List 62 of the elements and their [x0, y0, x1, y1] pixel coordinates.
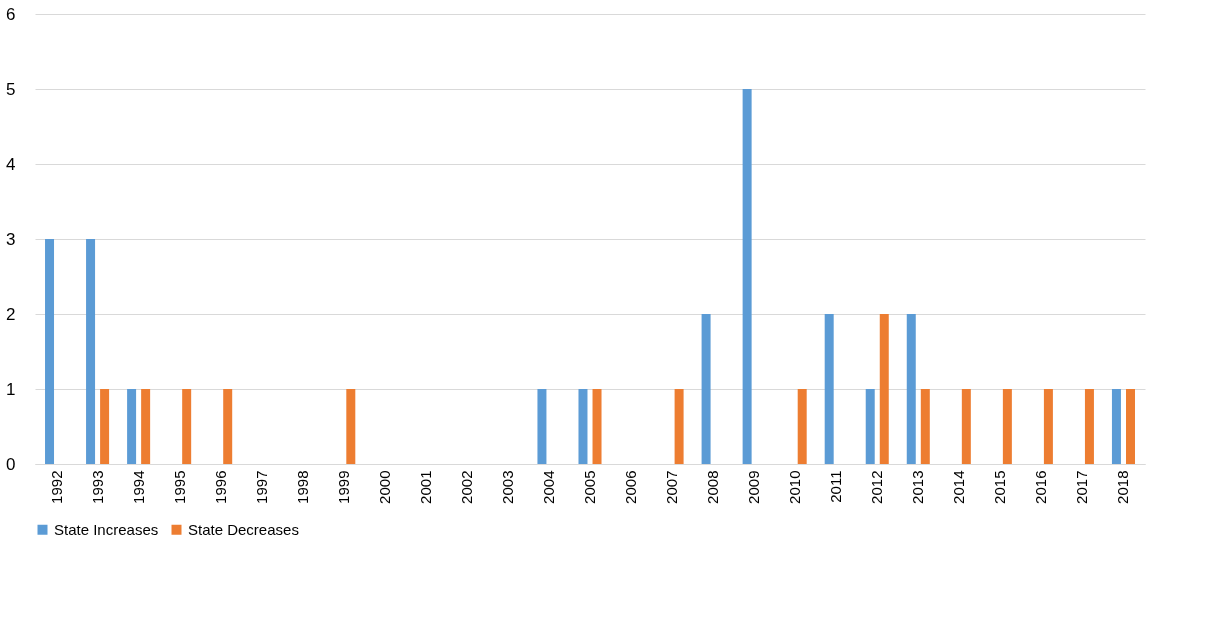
- bar: [1111, 389, 1121, 464]
- bar: [578, 389, 588, 464]
- bar: [182, 389, 192, 464]
- x-tick-label: 2007: [663, 470, 681, 504]
- x-tick-label: 2000: [375, 470, 393, 504]
- bar: [961, 389, 971, 464]
- x-tick-label: 2005: [581, 470, 598, 504]
- x-tick-label: 2002: [457, 470, 475, 504]
- x-tick-label: 2016: [1032, 470, 1050, 504]
- bar: [346, 389, 356, 464]
- x-tick-label: 2011: [827, 470, 845, 503]
- bar: [879, 314, 889, 464]
- x-tick-label: 2015: [991, 470, 1009, 504]
- x-tick-label: 2017: [1073, 470, 1091, 504]
- bar: [865, 389, 875, 464]
- x-tick-label: 2013: [909, 470, 927, 504]
- x-tick-label: 2012: [868, 470, 886, 504]
- x-tick-label: 2018: [1114, 470, 1132, 504]
- x-tick-label: 2003: [498, 470, 516, 504]
- x-tick-label: 1994: [129, 470, 147, 504]
- bar: [674, 389, 684, 464]
- bar: [1084, 389, 1094, 464]
- bar: [797, 389, 807, 464]
- bar: [742, 89, 752, 464]
- x-tick-label: 1999: [334, 470, 352, 504]
- x-tick-label: 2004: [539, 470, 557, 504]
- x-tick-label: 2014: [950, 470, 968, 504]
- y-tick-label: 3: [6, 229, 16, 249]
- x-tick-label: 1995: [170, 470, 188, 504]
- x-tick-label: 2001: [416, 470, 434, 504]
- bar: [1002, 389, 1012, 464]
- x-tick-label: 1997: [252, 470, 270, 504]
- bar: [141, 389, 151, 464]
- y-tick-label: 5: [6, 79, 16, 99]
- y-tick-label: 0: [6, 454, 16, 474]
- bar: [1043, 389, 1053, 464]
- x-tick-label: 1993: [88, 470, 106, 504]
- y-tick-label: 4: [6, 154, 16, 174]
- x-tick-label: 1998: [293, 470, 311, 504]
- bar: [223, 389, 233, 464]
- y-tick-label: 2: [6, 304, 16, 324]
- bar: [86, 239, 96, 464]
- bar: [592, 389, 602, 464]
- x-tick-label: 2009: [745, 470, 763, 504]
- legend-label: State Increases: [54, 520, 159, 538]
- x-tick-label: 2010: [786, 470, 804, 504]
- x-tick-label: 1992: [47, 470, 65, 504]
- bar: [906, 314, 916, 464]
- bar: [100, 389, 110, 464]
- x-tick-label: 2008: [704, 470, 722, 504]
- bar: [920, 389, 930, 464]
- x-tick-label: 2006: [622, 470, 640, 504]
- bar: [701, 314, 711, 464]
- bar: [1125, 389, 1135, 464]
- bar: [45, 239, 55, 464]
- legend-label: State Decreases: [188, 520, 299, 538]
- x-tick-label: 1996: [211, 470, 229, 504]
- bar: [537, 389, 547, 464]
- bar: [824, 314, 834, 464]
- bar: [127, 389, 137, 464]
- y-tick-label: 1: [6, 379, 16, 399]
- y-tick-label: 6: [6, 4, 16, 24]
